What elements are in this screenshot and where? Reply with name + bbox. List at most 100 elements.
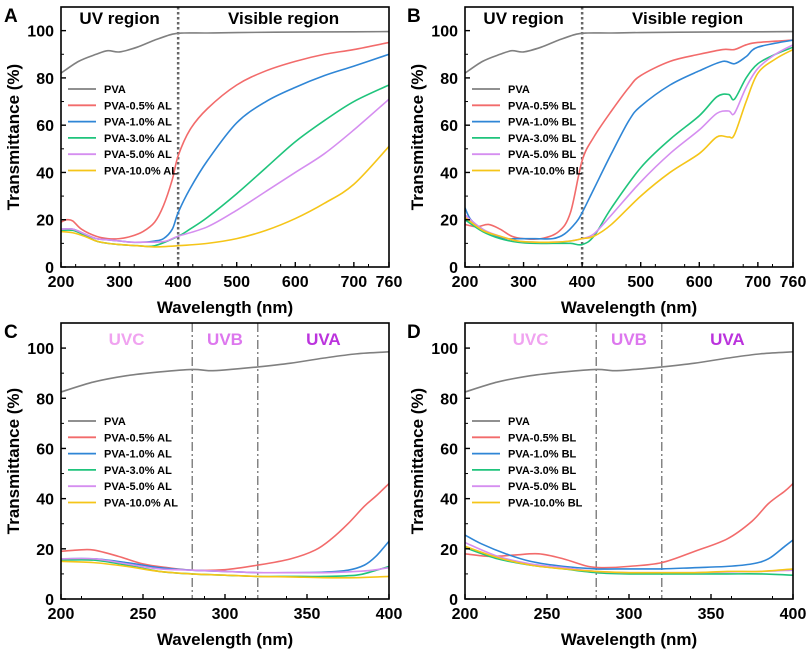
y-tick-label: 40 [36,165,54,182]
legend-label: PVA-1.0% AL [104,449,172,461]
band-label: UVC [109,330,145,349]
series-line [61,558,389,578]
x-tick-label: 300 [212,606,239,623]
legend-label: PVA-10.0% BL [508,498,583,510]
x-tick-label: 350 [294,606,321,623]
x-tick-label: 760 [780,274,807,291]
legend-label: PVA-10.0% AL [104,166,178,178]
band-label: UVB [207,330,243,349]
x-tick-label: 760 [376,274,403,291]
y-tick-label: 60 [36,118,54,135]
region-label: UV region [483,9,563,28]
series-line [465,46,793,246]
legend-label: PVA-0.5% BL [508,432,577,444]
chart-panel-a: A 200 300 400 500 600 700 760 0 20 40 60 80 100 Wavele… [4,6,402,317]
legend-label: PVA-1.0% BL [508,117,577,129]
series-line [465,48,793,244]
legend-label: PVA-5.0% AL [104,481,172,493]
band-label: UVC [513,330,549,349]
series-line [465,30,793,74]
y-tick-label: 0 [449,260,458,277]
x-tick-label: 700 [745,274,772,291]
series-line [465,39,793,240]
x-axis-label: Wavelength (nm) [157,298,293,317]
y-tick-label: 80 [36,71,54,88]
legend-label: PVA-5.0% AL [104,149,172,161]
x-tick-label: 300 [510,274,537,291]
series-line [61,145,389,248]
x-tick-label: 500 [627,274,654,291]
series-line [61,98,389,244]
x-tick-label: 600 [686,274,713,291]
legend-label: PVA-0.5% BL [508,100,577,112]
legend-label: PVA [104,416,126,428]
legend-label: PVA-1.0% BL [508,449,577,461]
series-line [465,482,793,569]
x-tick-label: 400 [165,274,192,291]
y-tick-label: 20 [440,542,458,559]
series-line [465,545,793,574]
series-line [61,41,389,240]
legend-label: PVA-3.0% BL [508,133,577,145]
series-line [61,560,389,579]
y-tick-label: 100 [431,341,458,358]
x-tick-label: 200 [48,274,75,291]
x-tick-label: 400 [780,606,807,623]
series-line [465,534,793,570]
x-axis-label: Wavelength (nm) [561,298,697,317]
legend-label: PVA-3.0% BL [508,465,577,477]
y-tick-label: 60 [36,441,54,458]
region-label: Visible region [632,9,743,28]
plot-frame [60,322,390,600]
panel-letter: D [407,322,421,343]
y-tick-label: 60 [440,118,458,135]
y-axis-label: Transmittance (%) [4,388,23,534]
x-tick-label: 350 [698,606,725,623]
y-tick-label: 80 [440,71,458,88]
x-tick-label: 200 [452,606,479,623]
legend-label: PVA [508,416,530,428]
legend-label: PVA-3.0% AL [104,465,172,477]
y-tick-label: 100 [27,24,54,41]
x-tick-label: 200 [48,606,75,623]
x-tick-label: 500 [223,274,250,291]
series-line [61,483,389,572]
legend-label: PVA-1.0% AL [104,117,172,129]
x-tick-label: 600 [282,274,309,291]
y-tick-label: 80 [36,391,54,408]
chart-panel-c: C 200 250 300 350 400 0 20 40 60 80 100 Wavelength (… [4,322,402,649]
y-tick-label: 60 [440,441,458,458]
series-line [465,39,793,241]
legend-label: PVA-0.5% AL [104,100,172,112]
x-tick-label: 700 [341,274,368,291]
y-axis-label: Transmittance (%) [408,64,427,210]
y-tick-label: 0 [45,592,54,609]
x-axis-label: Wavelength (nm) [157,630,293,649]
chart-panel-d: D 200 250 300 350 400 0 20 40 60 80 100 Wavelength (… [407,322,806,649]
band-label: UVB [611,330,647,349]
y-axis-label: Transmittance (%) [4,64,23,210]
y-tick-label: 20 [440,213,458,230]
legend-label: PVA-5.0% BL [508,149,577,161]
x-axis-label: Wavelength (nm) [561,630,697,649]
y-tick-label: 20 [36,542,54,559]
legend-label: PVA-10.0% BL [508,166,583,178]
plot-frame [464,6,794,268]
y-tick-label: 40 [440,165,458,182]
series-line [465,351,793,393]
chart-panel-b: B 200 300 400 500 600 700 760 0 20 40 60 80 100 Wavele… [407,6,806,317]
panel-letter: A [4,6,18,27]
legend-label: PVA-3.0% AL [104,133,172,145]
legend-label: PVA-10.0% AL [104,498,178,510]
series-line [61,540,389,574]
legend-label: PVA [104,84,126,96]
panel-letter: C [4,322,18,343]
band-label: UVA [710,330,745,349]
panel-letter: B [407,6,421,27]
legend-label: PVA-0.5% AL [104,432,172,444]
plot-frame [464,322,794,600]
x-tick-label: 300 [616,606,643,623]
band-label: UVA [306,330,341,349]
region-label: UV region [79,9,159,28]
